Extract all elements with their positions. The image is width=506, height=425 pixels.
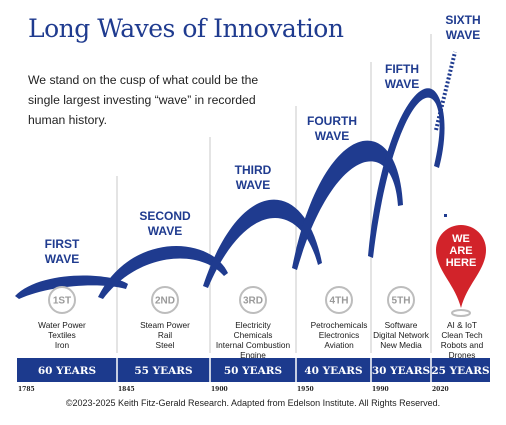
wave-6-label: SIXTH — [445, 13, 480, 27]
innovation-item: Iron — [55, 340, 70, 350]
wave-4-arc — [292, 140, 403, 270]
innovation-item: Drones — [449, 350, 476, 360]
wave-1-label: WAVE — [45, 252, 79, 266]
duration-band-segment-3 — [210, 358, 296, 382]
wave-3-arc — [203, 199, 322, 288]
wave-2-label: SECOND — [139, 209, 191, 223]
wave-1-arc — [15, 275, 128, 299]
innovation-item: Engine — [240, 350, 266, 360]
duration-band-segment-4 — [296, 358, 371, 382]
ordinal-text-1: 1ST — [53, 296, 71, 307]
ordinal-text-3: 3RD — [243, 296, 263, 307]
year-tick-1990: 1990 — [372, 386, 389, 393]
year-tick-1900: 1900 — [211, 386, 228, 393]
innovation-item: Robots and — [441, 340, 484, 350]
we-are-here-text: HERE — [446, 257, 477, 269]
wave-4-label: FOURTH — [307, 114, 357, 128]
innovation-item: New Media — [380, 340, 422, 350]
innovation-item: Textiles — [48, 330, 76, 340]
intro-text: We stand on the cusp of what could be th… — [28, 73, 259, 127]
we-are-here-pin — [435, 224, 487, 308]
innovation-item: Rail — [158, 330, 172, 340]
year-tick-2020: 2020 — [432, 386, 449, 393]
innovation-item: Clean Tech — [441, 330, 483, 340]
wave-2-arc — [98, 245, 228, 299]
duration-label-1: 60 YEARS — [38, 365, 96, 377]
wave-2-label: WAVE — [148, 224, 182, 238]
duration-band-segment-1 — [17, 358, 117, 382]
ordinal-circle-2 — [151, 286, 179, 314]
innovation-item: Steel — [156, 340, 175, 350]
duration-band-segment-2 — [117, 358, 210, 382]
innovation-item: Electricity — [235, 320, 271, 330]
innovation-item: Steam Power — [140, 320, 190, 330]
wave-5-label: FIFTH — [385, 62, 419, 76]
we-are-here-text: WE — [452, 233, 470, 245]
page-title: Long Waves of Innovation — [28, 14, 344, 43]
pin-shadow — [451, 309, 471, 317]
duration-band-segment-6 — [431, 358, 490, 382]
year-tick-1785: 1785 — [18, 386, 35, 393]
year-tick-1950: 1950 — [297, 386, 314, 393]
sixth-wave-dashes — [434, 51, 457, 131]
innovation-item: Software — [385, 320, 418, 330]
innovation-item: Chemicals — [234, 330, 273, 340]
duration-label-4: 40 YEARS — [304, 365, 362, 377]
duration-band-segment-5 — [371, 358, 431, 382]
ordinal-circle-5 — [387, 286, 415, 314]
innovation-item: Water Power — [38, 320, 86, 330]
wave-4-label: WAVE — [315, 129, 349, 143]
wave-1-label: FIRST — [45, 237, 80, 251]
innovation-item: Aviation — [324, 340, 354, 350]
wave-3-label: THIRD — [235, 163, 272, 177]
copyright-footer: ©2023-2025 Keith Fitz-Gerald Research. A… — [65, 398, 441, 408]
innovation-item: Internal Combustion — [216, 340, 291, 350]
innovation-item: Digital Network — [373, 330, 430, 340]
we-are-here-text: ARE — [449, 245, 472, 257]
duration-label-5: 30 YEARS — [372, 365, 430, 377]
wave-5-arc — [368, 88, 445, 258]
duration-label-6: 25 YEARS — [431, 365, 489, 377]
innovation-item: Electronics — [319, 330, 360, 340]
wave-6-label: WAVE — [446, 28, 480, 42]
duration-label-2: 55 YEARS — [134, 365, 192, 377]
innovation-item: Petrochemicals — [311, 320, 368, 330]
ordinal-text-4: 4TH — [330, 296, 349, 307]
wave-3-label: WAVE — [236, 178, 270, 192]
sixth-wave-dot — [444, 214, 447, 217]
ordinal-circle-4 — [325, 286, 353, 314]
ordinal-circle-3 — [239, 286, 267, 314]
innovation-item: AI & IoT — [447, 320, 477, 330]
ordinal-circle-1 — [48, 286, 76, 314]
year-tick-1845: 1845 — [118, 386, 135, 393]
duration-label-3: 50 YEARS — [224, 365, 282, 377]
wave-5-label: WAVE — [385, 77, 419, 91]
ordinal-text-5: 5TH — [392, 296, 411, 307]
ordinal-text-2: 2ND — [155, 296, 175, 307]
